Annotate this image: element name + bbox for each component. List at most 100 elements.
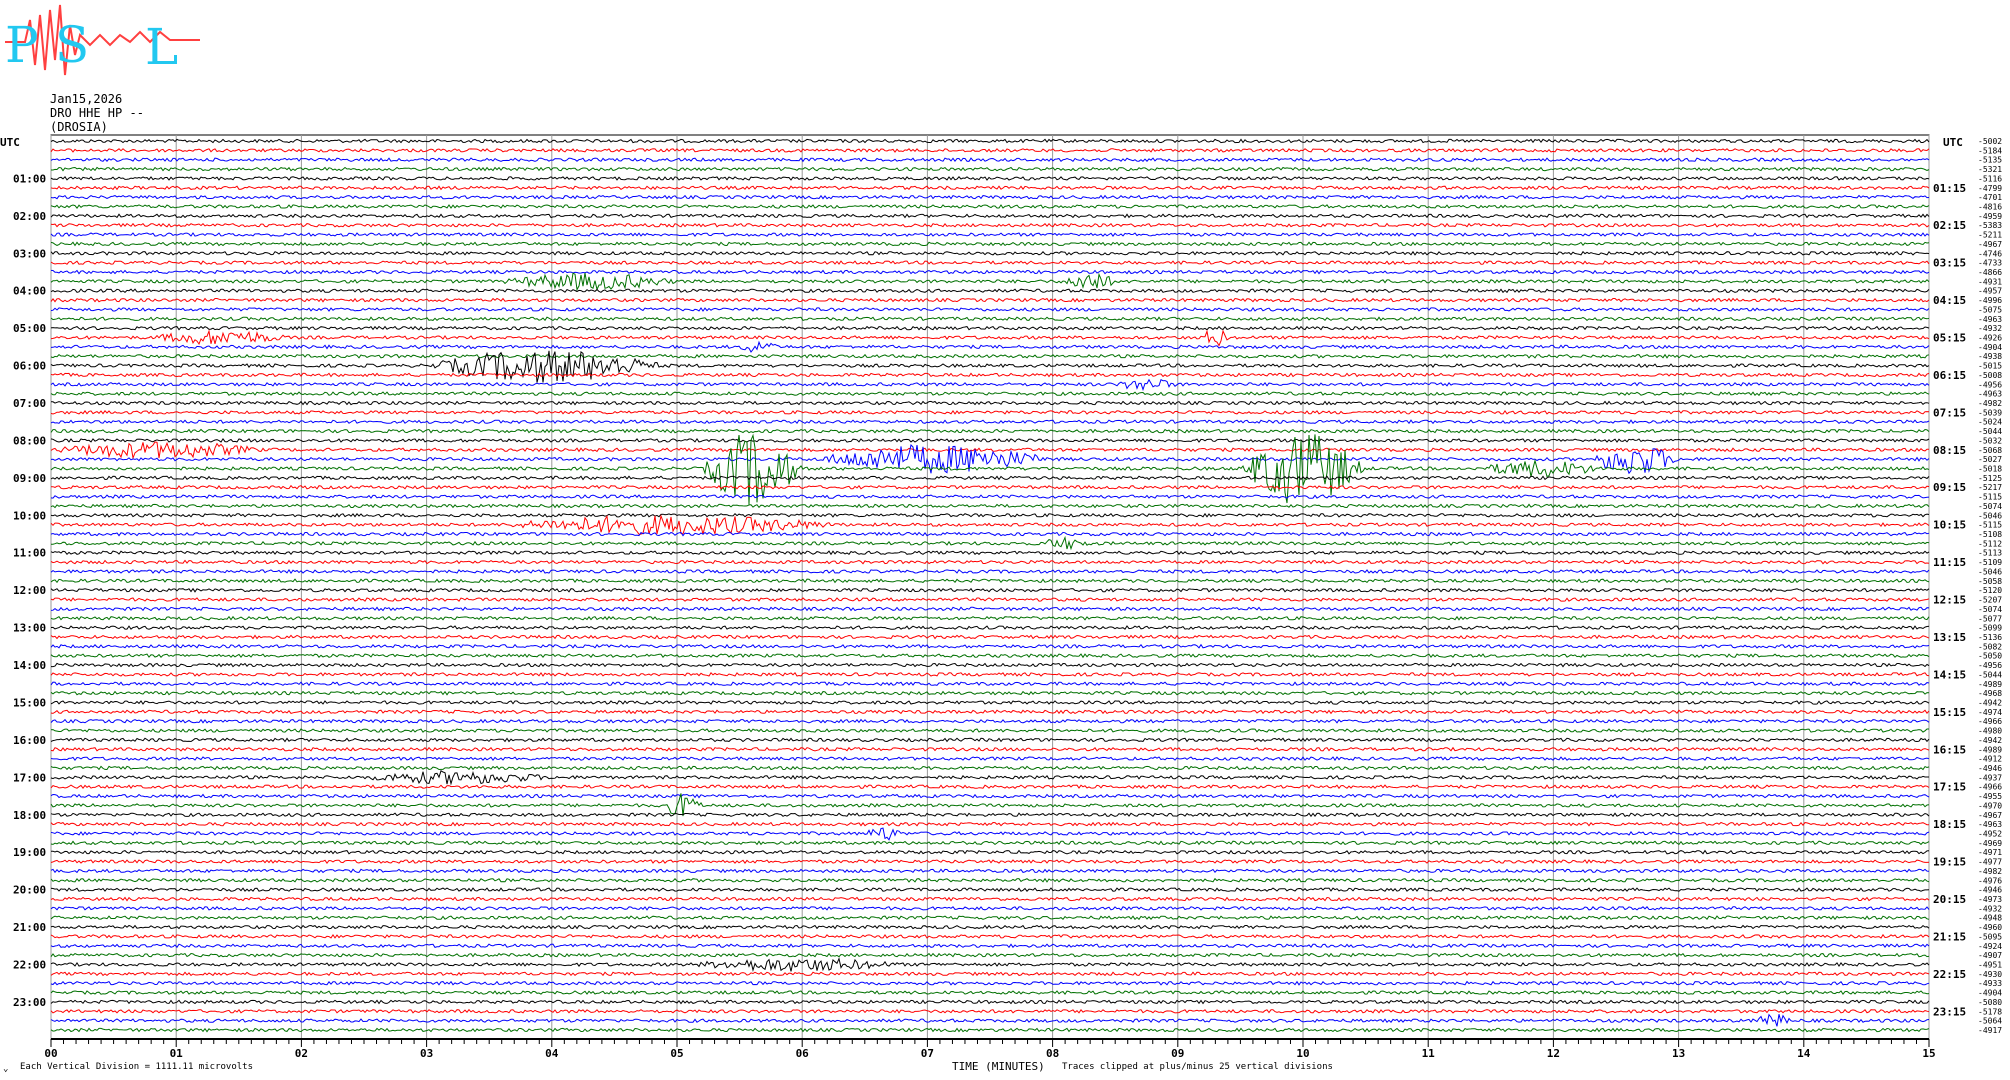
trace-line — [50, 634, 1930, 640]
trace-line — [50, 671, 1930, 677]
trace-offset-label: -4951 — [1978, 960, 2002, 969]
x-tick-label: 15 — [1922, 1047, 1935, 1060]
trace-offset-label: -5074 — [1978, 605, 2002, 614]
left-hour-label: 01:00 — [13, 172, 46, 185]
trace-offset-label: -5217 — [1978, 483, 2002, 492]
x-tick-label: 12 — [1547, 1047, 1560, 1060]
trace-offset-label: -4967 — [1978, 240, 2002, 249]
trace-offset-label: -5115 — [1978, 521, 2002, 530]
trace-line — [50, 175, 1930, 181]
trace-line — [50, 924, 1930, 930]
trace-line — [50, 297, 1930, 303]
left-hour-label: 17:00 — [13, 771, 46, 784]
trace-line — [50, 990, 1930, 995]
trace-line — [50, 746, 1930, 752]
trace-offset-label: -5039 — [1978, 408, 2002, 417]
right-hour-label: 02:15 — [1933, 219, 1966, 232]
x-tick-label: 10 — [1296, 1047, 1309, 1060]
trace-offset-label: -5032 — [1978, 436, 2002, 445]
trace-offset-label: -4942 — [1978, 736, 2002, 745]
trace-offset-label: -5068 — [1978, 446, 2002, 455]
right-hour-label: 21:15 — [1933, 930, 1966, 943]
trace-offset-label: -4996 — [1978, 296, 2002, 305]
trace-line — [50, 957, 1930, 973]
left-hour-label: 18:00 — [13, 809, 46, 822]
trace-line — [50, 433, 1930, 505]
right-hour-label: 16:15 — [1933, 743, 1966, 756]
trace-line — [50, 250, 1930, 256]
left-hour-label: 04:00 — [13, 285, 46, 298]
right-hour-label: 22:15 — [1933, 968, 1966, 981]
right-hour-label: 06:15 — [1933, 369, 1966, 382]
x-tick-label: 08 — [1046, 1047, 1059, 1060]
trace-line — [50, 770, 1929, 786]
trace-offset-label: -4974 — [1978, 708, 2002, 717]
date-label: Jan15,2026 — [50, 92, 123, 106]
svg-text:L: L — [145, 18, 178, 76]
trace-line — [50, 568, 1930, 575]
right-hour-label: 19:15 — [1933, 856, 1966, 869]
trace-offset-label: -5207 — [1978, 596, 2002, 605]
trace-line — [50, 859, 1930, 865]
trace-offset-label: -4963 — [1978, 315, 2002, 324]
trace-line — [50, 213, 1930, 219]
trace-line — [50, 849, 1930, 855]
left-hour-label: 15:00 — [13, 696, 46, 709]
trace-offset-label: -4963 — [1978, 390, 2002, 399]
right-hour-label: 01:15 — [1933, 182, 1966, 195]
trace-offset-label: -4952 — [1978, 829, 2002, 838]
trace-offset-label: -5018 — [1978, 465, 2002, 474]
trace-offset-label: -5050 — [1978, 652, 2002, 661]
trace-line — [50, 840, 1930, 846]
trace-offset-label: -4912 — [1978, 755, 2002, 764]
right-hour-label: 07:15 — [1933, 406, 1966, 419]
trace-offset-label: -4907 — [1978, 951, 2002, 960]
right-hour-label: 09:15 — [1933, 481, 1966, 494]
trace-line — [50, 906, 1930, 911]
right-hour-label: 15:15 — [1933, 706, 1966, 719]
trace-line — [51, 166, 1930, 172]
trace-offset-label: -4942 — [1978, 698, 2002, 707]
x-tick-label: 03 — [420, 1047, 433, 1060]
x-tick-label: 04 — [545, 1047, 559, 1060]
trace-line — [50, 793, 1930, 817]
trace-offset-label: -4976 — [1978, 876, 2002, 885]
trace-line — [50, 138, 1930, 144]
trace-line — [50, 531, 1930, 537]
x-tick-label: 02 — [295, 1047, 308, 1060]
trace-offset-label: -5075 — [1978, 305, 2002, 314]
trace-line — [51, 662, 1930, 668]
trace-line — [50, 316, 1930, 322]
left-hour-label: 12:00 — [13, 584, 46, 597]
trace-line — [50, 606, 1930, 612]
trace-offset-label: -5080 — [1978, 998, 2002, 1007]
x-tick-label: 01 — [170, 1047, 184, 1060]
left-hour-label: 02:00 — [13, 210, 46, 223]
trace-line — [50, 232, 1930, 238]
trace-offset-label: -4955 — [1978, 792, 2002, 801]
trace-line — [50, 288, 1930, 294]
trace-offset-label: -4931 — [1978, 277, 2002, 286]
trace-line — [50, 812, 1930, 818]
trace-line — [50, 512, 1930, 518]
svg-text:S: S — [55, 16, 89, 74]
trace-line — [50, 821, 1930, 827]
trace-line — [50, 765, 1930, 771]
right-hour-label: 11:15 — [1933, 556, 1966, 569]
trace-line — [50, 391, 1930, 397]
trace-offset-label: -5321 — [1978, 165, 2002, 174]
right-hour-label: 20:15 — [1933, 893, 1966, 906]
trace-line — [50, 980, 1930, 986]
trace-line — [50, 827, 1930, 841]
trace-line — [50, 896, 1930, 902]
station-label: DRO HHE HP -- — [50, 106, 144, 120]
trace-line — [50, 868, 1930, 874]
trace-line — [50, 550, 1930, 556]
trace-line — [50, 933, 1930, 939]
left-hour-label: 21:00 — [13, 921, 46, 934]
trace-offset-label: -5002 — [1978, 137, 2002, 146]
trace-offset-label: -4926 — [1978, 334, 2002, 343]
trace-line — [50, 597, 1930, 602]
left-hour-label: 07:00 — [13, 397, 46, 410]
